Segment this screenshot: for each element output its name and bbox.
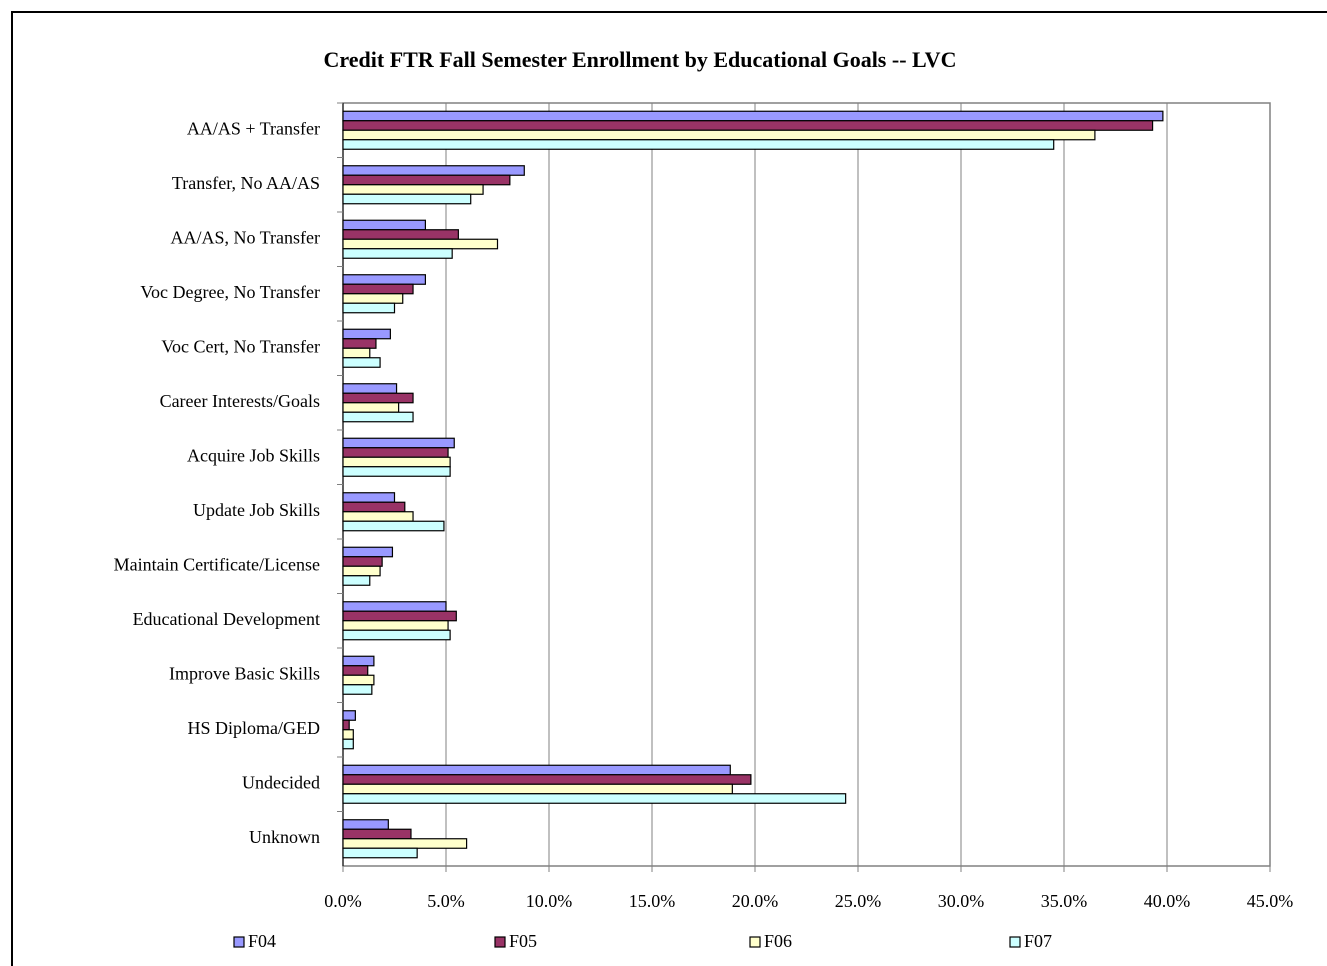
bar xyxy=(342,466,451,477)
bar xyxy=(342,283,414,295)
bar xyxy=(342,110,1164,122)
y-tick-label: Maintain Certificate/License xyxy=(114,554,320,574)
y-tick-label: Acquire Job Skills xyxy=(187,445,320,465)
bar xyxy=(342,174,511,186)
bar xyxy=(342,620,449,631)
bar xyxy=(342,302,396,314)
bar xyxy=(342,546,394,558)
bar xyxy=(342,357,381,368)
bar xyxy=(342,601,447,612)
y-tick-label: AA/AS, No Transfer xyxy=(170,227,320,247)
bar xyxy=(342,819,389,830)
legend-label: F05 xyxy=(509,931,537,951)
bar xyxy=(342,229,459,240)
bar xyxy=(342,684,373,695)
legend-label: F07 xyxy=(1024,931,1052,951)
bar xyxy=(342,511,414,522)
bar xyxy=(342,219,427,231)
bar xyxy=(342,347,371,359)
y-tick-label: Transfer, No AA/AS xyxy=(172,173,320,193)
x-tick-label: 5.0% xyxy=(427,891,465,911)
bar xyxy=(342,764,731,776)
bar xyxy=(342,392,414,404)
y-tick-label: Voc Degree, No Transfer xyxy=(140,282,320,302)
x-tick-label: 25.0% xyxy=(835,891,882,911)
legend-swatch xyxy=(494,936,506,948)
bar xyxy=(342,556,383,567)
bar xyxy=(342,447,449,458)
bar xyxy=(342,610,457,622)
bar xyxy=(342,520,445,532)
bar xyxy=(342,274,427,285)
y-tick-label: Educational Development xyxy=(133,609,320,629)
bar xyxy=(342,710,356,721)
bar xyxy=(342,575,371,586)
bar xyxy=(342,847,418,859)
x-tick-label: 0.0% xyxy=(324,891,362,911)
bar xyxy=(342,629,451,641)
bar xyxy=(342,719,350,731)
bar xyxy=(342,139,1055,150)
y-tick-label: Undecided xyxy=(242,772,320,792)
x-tick-label: 35.0% xyxy=(1041,891,1088,911)
bar xyxy=(342,165,525,176)
bar xyxy=(342,193,472,205)
y-tick-label: Voc Cert, No Transfer xyxy=(161,336,320,356)
bar xyxy=(342,492,396,503)
chart-title: Credit FTR Fall Semester Enrollment by E… xyxy=(324,47,957,72)
bar xyxy=(342,738,354,750)
bar xyxy=(342,293,404,304)
bar xyxy=(342,437,455,449)
y-tick-label: Update Job Skills xyxy=(193,500,320,520)
legend-swatch xyxy=(749,936,761,948)
y-tick-label: HS Diploma/GED xyxy=(188,718,321,738)
x-tick-label: 45.0% xyxy=(1247,891,1294,911)
bar xyxy=(342,793,847,804)
bar xyxy=(342,120,1154,131)
bar xyxy=(342,411,414,423)
x-tick-label: 20.0% xyxy=(732,891,779,911)
bar xyxy=(342,655,375,667)
bar xyxy=(342,456,451,468)
legend-label: F04 xyxy=(248,931,276,951)
y-tick-label: AA/AS + Transfer xyxy=(187,118,320,138)
bar xyxy=(342,838,468,849)
x-tick-label: 15.0% xyxy=(629,891,676,911)
bar xyxy=(342,129,1096,141)
bar xyxy=(342,729,354,740)
bar xyxy=(342,248,453,259)
x-tick-label: 10.0% xyxy=(526,891,573,911)
bar xyxy=(342,501,406,513)
y-tick-label: Unknown xyxy=(249,827,320,847)
bar xyxy=(342,328,391,340)
bar xyxy=(342,665,369,676)
bar xyxy=(342,238,499,250)
chart-frame xyxy=(11,11,1327,966)
bar xyxy=(342,674,375,686)
bar xyxy=(342,184,484,195)
bar xyxy=(342,783,733,795)
y-tick-label: Career Interests/Goals xyxy=(160,391,320,411)
bar xyxy=(342,828,412,840)
bar xyxy=(342,402,400,413)
legend-swatch xyxy=(1009,936,1021,948)
legend-label: F06 xyxy=(764,931,792,951)
legend-swatch xyxy=(233,936,245,948)
y-tick-label: Improve Basic Skills xyxy=(169,663,320,683)
bar xyxy=(342,383,398,394)
x-tick-label: 30.0% xyxy=(938,891,985,911)
bar xyxy=(342,338,377,349)
bar xyxy=(342,565,381,577)
bar xyxy=(342,774,752,785)
x-tick-label: 40.0% xyxy=(1144,891,1191,911)
